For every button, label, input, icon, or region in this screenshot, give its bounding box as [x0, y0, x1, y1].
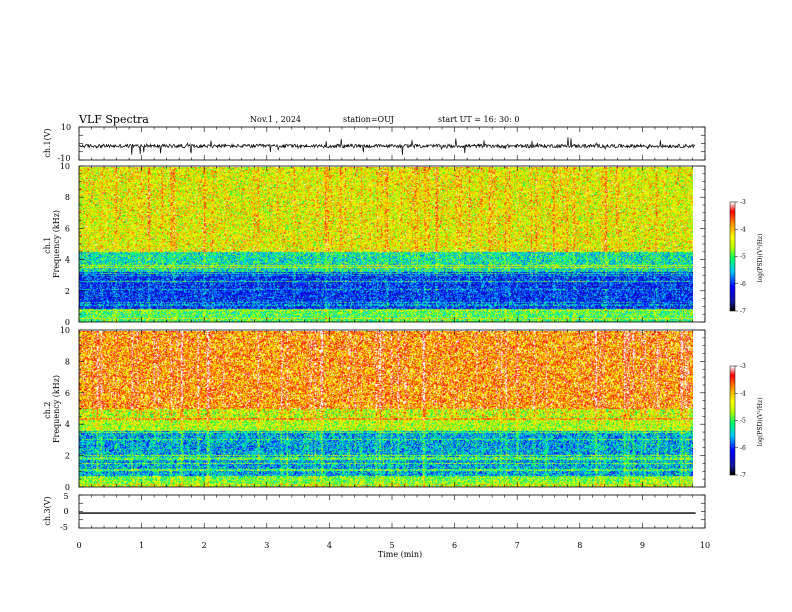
ch2-colorbar-label: log(PSD)(V²/Hz)	[757, 398, 764, 447]
ch2-ytick-label: 0	[65, 483, 70, 492]
x-tick-label: 4	[327, 541, 332, 550]
ch2-spectrogram-ticks	[78, 329, 706, 488]
ch1-waveform-ticks	[78, 126, 706, 161]
x-tick-label: 9	[640, 541, 645, 550]
ch2-colorbar-ticklabel: -3	[740, 363, 746, 370]
ch1-colorbar-ticklabels: -3 -4 -5 -6 -7	[735, 199, 746, 315]
ch1-waveform-panel: 10 -10 ch.1(V)	[43, 123, 706, 163]
x-tick-label: 7	[515, 541, 520, 550]
ch1-ytick-label: 0	[65, 318, 70, 327]
ch1-ylabel-line1: ch.1	[43, 237, 52, 254]
x-axis-label: Time (min)	[378, 550, 422, 559]
ch1-colorbar-ticklabel: -3	[740, 199, 746, 206]
ch1-ytick-top: 10	[61, 123, 71, 132]
date-label: Nov.1 , 2024	[250, 115, 301, 124]
x-tick-label: 0	[76, 541, 81, 550]
ch1-waveform-trace	[78, 137, 696, 155]
ch2-colorbar-ticklabel: -6	[740, 445, 746, 452]
ch2-ylabel-line2: Frequency (kHz)	[52, 375, 61, 443]
ch1-colorbar-ticklabel: -4	[740, 226, 746, 233]
ch3-waveform-panel: 5 0 -5 ch.3(V)	[43, 492, 706, 532]
ch1-colorbar-label: log(PSD)(V²/Hz)	[757, 234, 764, 283]
x-tick-label: 5	[389, 541, 394, 550]
ch2-ytick-label: 8	[65, 357, 70, 366]
ch1-waveform-ylabel: ch.1(V)	[43, 128, 52, 157]
ch2-colorbar-ticklabel: -5	[740, 418, 746, 425]
ch1-ytick-label: 8	[65, 193, 70, 202]
ch3-waveform-ylabel: ch.3(V)	[43, 496, 52, 525]
ch1-spectrogram-yticklabels: 0 2 4 6 8 10	[60, 162, 70, 327]
x-tick-label: 2	[202, 541, 207, 550]
station-label: station=OUJ	[343, 115, 394, 124]
ch2-ylabel-line1: ch.2	[43, 402, 52, 419]
ch2-colorbar-ticklabel: -4	[740, 390, 746, 397]
x-tick-label: 10	[700, 541, 710, 550]
ch2-ytick-label: 6	[65, 389, 70, 398]
x-tick-label: 8	[577, 541, 582, 550]
ch3-ytick-bottom: -5	[60, 523, 68, 532]
ch2-ytick-label: 2	[65, 452, 70, 461]
ch1-ytick-label: 4	[65, 256, 70, 265]
ch2-ytick-label: 10	[60, 326, 70, 335]
ch1-colorbar	[730, 202, 735, 311]
ch1-colorbar-ticklabel: -7	[740, 308, 746, 315]
ch1-ytick-label: 10	[60, 162, 70, 171]
x-tick-label: 1	[139, 541, 144, 550]
ch2-ytick-label: 4	[65, 420, 70, 429]
ch1-ytick-label: 6	[65, 224, 70, 233]
ch2-spectrogram-ylabel: ch.2 Frequency (kHz)	[43, 375, 61, 443]
ch1-ytick-label: 2	[65, 287, 70, 296]
ch2-spectrogram-heatmap	[79, 331, 693, 487]
ch2-colorbar	[730, 366, 735, 475]
ch2-colorbar-ticklabels: -3 -4 -5 -6 -7	[735, 363, 746, 479]
ch3-ytick-mid: 0	[63, 507, 68, 516]
x-tick-label: 6	[452, 541, 457, 550]
ch1-colorbar-ticklabel: -5	[740, 254, 746, 261]
x-tick-label: 3	[264, 541, 269, 550]
ch1-spectrogram-heatmap	[79, 167, 693, 322]
ch1-spectrogram-ticks	[78, 165, 706, 323]
ch1-ytick-bottom: -10	[58, 154, 71, 163]
ch2-colorbar-ticklabel: -7	[740, 472, 746, 479]
x-tick-labels: 0 1 2 3 4 5 6 7 8 9 10	[76, 541, 710, 550]
ch1-colorbar-ticklabel: -6	[740, 281, 746, 288]
ch3-ytick-top: 5	[63, 492, 68, 501]
ch1-ylabel-line2: Frequency (kHz)	[52, 210, 61, 278]
ch1-spectrogram-ylabel: ch.1 Frequency (kHz)	[43, 210, 61, 278]
start-ut-label: start UT = 16: 30: 0	[438, 115, 519, 124]
ch3-waveform-ticks	[78, 494, 706, 529]
ch2-spectrogram-yticklabels: 0 2 4 6 8 10	[60, 326, 70, 492]
figure-title: VLF Spectra	[78, 113, 149, 126]
